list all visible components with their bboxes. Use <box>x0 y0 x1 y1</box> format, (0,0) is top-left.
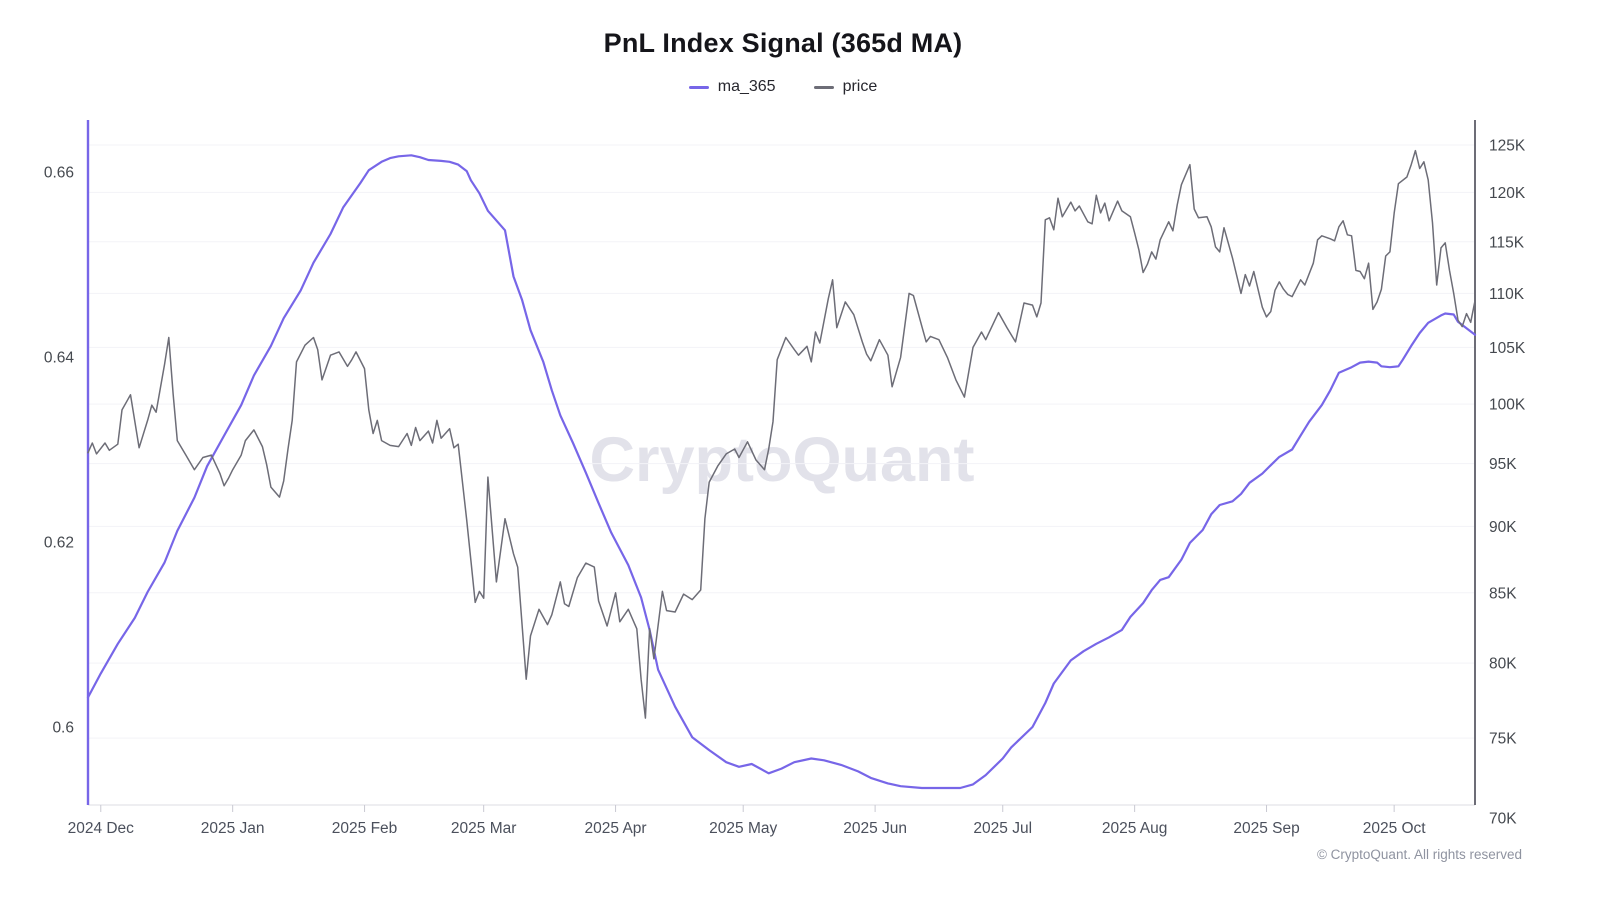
copyright-notice: © CryptoQuant. All rights reserved <box>1316 847 1522 862</box>
right-y-tick-label: 110K <box>1489 286 1525 303</box>
x-tick-label: 2025 Apr <box>585 820 647 837</box>
legend-item-ma-365[interactable]: ma_365 <box>688 78 776 96</box>
right-y-tick-label: 80K <box>1489 656 1517 673</box>
x-tick-label: 2025 Aug <box>1102 820 1168 837</box>
x-tick-label: 2024 Dec <box>68 820 135 837</box>
right-y-tick-label: 75K <box>1489 731 1517 748</box>
ma-365-line-swatch-icon <box>688 85 709 89</box>
x-tick-label: 2025 Feb <box>332 820 398 837</box>
legend-label-price: price <box>842 78 878 95</box>
right-y-tick-label: 100K <box>1489 397 1526 414</box>
right-y-tick-label: 95K <box>1489 456 1517 473</box>
legend-label-ma-365: ma_365 <box>717 78 776 95</box>
left-y-tick-label: 0.64 <box>44 350 75 367</box>
ma_365-line <box>86 154 1477 790</box>
price-line-swatch-icon <box>813 85 834 89</box>
right-y-tick-label: 115K <box>1489 234 1525 251</box>
x-tick-label: 2025 Jan <box>201 820 265 837</box>
left-y-tick-label: 0.66 <box>44 165 74 182</box>
cryptoquant-watermark: CryptoQuant <box>589 425 975 495</box>
x-tick-label: 2025 Oct <box>1363 820 1427 837</box>
price-line <box>87 149 1476 719</box>
left-y-tick-label: 0.62 <box>44 535 74 552</box>
x-tick-label: 2025 Sep <box>1233 820 1299 837</box>
x-tick-label: 2025 Jun <box>843 820 907 837</box>
chart-legend: ma_365 price <box>0 78 1566 96</box>
right-y-tick-label: 70K <box>1489 811 1517 828</box>
x-tick-label: 2025 Jul <box>973 820 1032 837</box>
right-y-tick-label: 125K <box>1489 138 1526 155</box>
right-y-tick-label: 85K <box>1489 585 1517 602</box>
legend-item-price[interactable]: price <box>813 78 878 96</box>
right-y-tick-label: 120K <box>1489 185 1526 202</box>
page-title: PnL Index Signal (365d MA) <box>603 28 963 58</box>
chart-header: PnL Index Signal (365d MA) <box>0 28 1566 59</box>
right-y-tick-label: 90K <box>1489 519 1517 536</box>
x-tick-label: 2025 Mar <box>451 820 516 837</box>
x-tick-label: 2025 May <box>709 820 777 837</box>
left-y-tick-label: 0.6 <box>52 720 74 737</box>
right-y-tick-label: 105K <box>1489 340 1526 357</box>
